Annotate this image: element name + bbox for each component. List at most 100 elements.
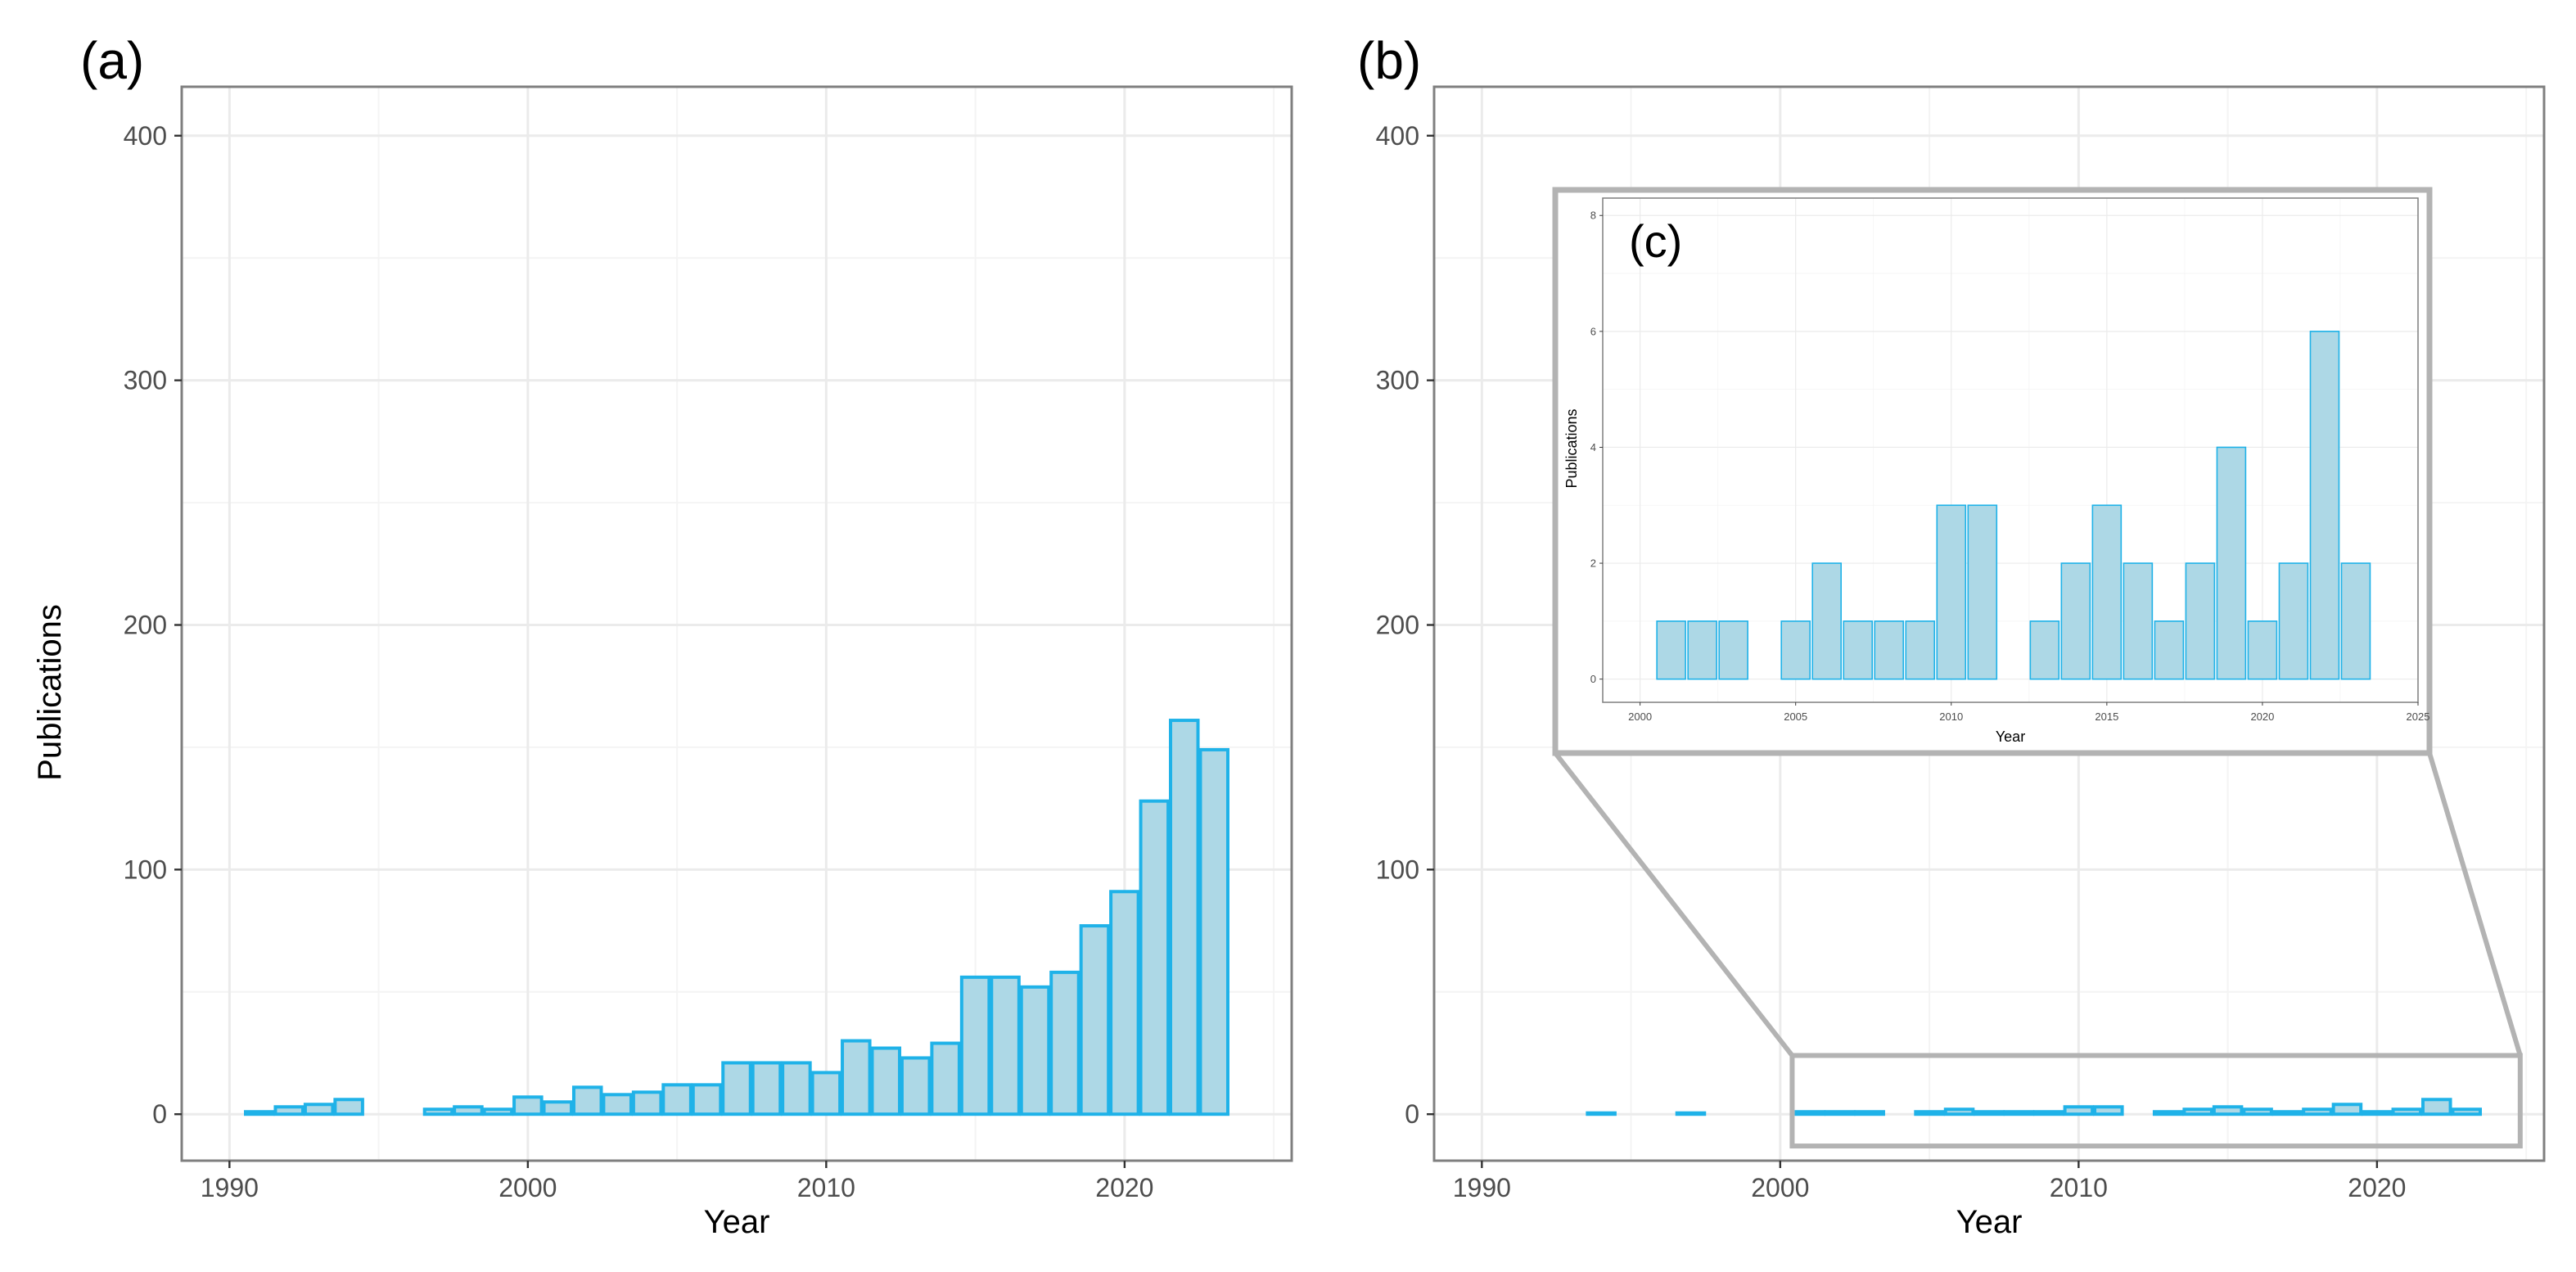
bar-a-2019 — [1079, 924, 1111, 1116]
y-tick-label: 400 — [124, 121, 167, 151]
bar-a-2017 — [1019, 985, 1051, 1116]
bar-a-1999 — [482, 1107, 514, 1116]
bar-c-2001 — [1656, 620, 1686, 680]
bar-a-2003 — [602, 1093, 633, 1116]
bar-c-2016 — [2123, 562, 2154, 680]
x-tick-label: 2020 — [2348, 1173, 2406, 1202]
bar-a-1991 — [244, 1110, 275, 1116]
bar-b-2023 — [2451, 1107, 2482, 1116]
x-tick-label: 2005 — [1784, 710, 1807, 723]
bar-c-2005 — [1780, 620, 1811, 680]
bar-b-2011 — [2093, 1105, 2124, 1116]
panel-a-x-axis-title: Year — [704, 1204, 770, 1240]
bar-b-2009 — [2033, 1110, 2064, 1116]
bar-a-1994 — [333, 1098, 364, 1116]
bar-b-2021 — [2391, 1107, 2423, 1116]
y-tick-label: 100 — [124, 855, 167, 884]
bar-a-2002 — [571, 1085, 603, 1116]
inset-minor-gridlines — [1603, 198, 2418, 702]
bar-b-2019 — [2331, 1103, 2363, 1116]
panel-b-border — [1432, 85, 2546, 1162]
panel-b-x-axis-title: Year — [1956, 1204, 2023, 1240]
y-tick-label: 2 — [1590, 557, 1596, 570]
bar-b-2005 — [1914, 1110, 1945, 1116]
bar-b-1997 — [1675, 1111, 1707, 1116]
inset-panel-label: (c) — [1629, 215, 1682, 267]
bar-b-2017 — [2271, 1110, 2303, 1116]
bar-c-2006 — [1811, 562, 1842, 680]
bar-c-2010 — [1936, 504, 1967, 680]
bar-a-2013 — [900, 1056, 932, 1116]
zoom-connector-right — [2427, 752, 2523, 1057]
panel-b-bars — [1586, 1098, 2482, 1116]
y-tick-label: 0 — [1590, 673, 1596, 685]
inset-bars — [1656, 331, 2371, 680]
zoom-region-box — [1789, 1053, 2523, 1149]
bar-b-2006 — [1943, 1107, 1975, 1116]
panel-a-y-ticks: 0 100 200 300 400 — [124, 121, 182, 1129]
bar-a-2023 — [1198, 747, 1229, 1116]
panel-a-x-ticks: 1990 2000 2010 2020 — [201, 1161, 1153, 1202]
bar-a-2022 — [1169, 719, 1200, 1116]
bar-a-2009 — [781, 1061, 812, 1116]
x-tick-label: 2000 — [1751, 1173, 1809, 1202]
y-tick-label: 0 — [152, 1099, 167, 1129]
bar-a-2020 — [1109, 890, 1140, 1116]
bar-b-2018 — [2302, 1107, 2333, 1116]
inset-x-axis-title: Year — [1996, 728, 2025, 745]
bar-b-2016 — [2242, 1107, 2273, 1116]
y-tick-label: 4 — [1590, 441, 1596, 453]
bar-a-1998 — [453, 1105, 484, 1116]
bar-a-1992 — [273, 1105, 305, 1116]
bar-a-2004 — [631, 1090, 663, 1116]
x-tick-label: 1990 — [201, 1173, 259, 1202]
x-tick-label: 2010 — [797, 1173, 855, 1202]
x-tick-label: 2020 — [2250, 710, 2274, 723]
bar-a-2012 — [870, 1046, 902, 1116]
x-tick-label: 2025 — [2407, 710, 2430, 723]
bar-c-2015 — [2091, 504, 2123, 680]
y-tick-label: 200 — [124, 610, 167, 639]
bar-b-2013 — [2152, 1110, 2184, 1116]
bar-c-2020 — [2247, 620, 2278, 680]
bar-b-2002 — [1824, 1110, 1856, 1116]
bar-a-1993 — [303, 1103, 335, 1116]
panel-b-x-ticks: 1990 2000 2010 2020 — [1453, 1161, 2406, 1202]
bar-b-2020 — [2362, 1110, 2393, 1116]
panel-a-major-gridlines — [182, 87, 1292, 1161]
bar-a-2018 — [1049, 970, 1080, 1116]
bar-b-2010 — [2063, 1105, 2095, 1116]
x-tick-label: 2010 — [2050, 1173, 2108, 1202]
bar-a-2000 — [512, 1095, 544, 1116]
inset-x-ticks: 2000 2005 2010 2015 2020 2025 — [1628, 702, 2429, 723]
inset-y-axis-title: Publications — [1563, 408, 1580, 488]
y-tick-label: 6 — [1590, 325, 1596, 337]
bar-a-2007 — [721, 1061, 752, 1116]
bar-b-2003 — [1854, 1110, 1885, 1116]
bar-b-2007 — [1974, 1110, 2005, 1116]
panel-b-label: (b) — [1357, 31, 1421, 90]
bar-c-2023 — [2340, 562, 2371, 680]
panel-a-y-axis-title: Publications — [32, 604, 68, 781]
x-tick-label: 2000 — [1628, 710, 1652, 723]
bar-c-2018 — [2185, 562, 2216, 680]
bar-c-2002 — [1687, 620, 1717, 680]
y-tick-label: 300 — [124, 366, 167, 395]
inset-y-ticks: 0 2 4 6 8 — [1590, 210, 1603, 685]
bar-a-2006 — [691, 1083, 723, 1116]
y-tick-label: 0 — [1405, 1099, 1419, 1129]
x-tick-label: 2015 — [2095, 710, 2118, 723]
y-tick-label: 100 — [1376, 855, 1419, 884]
y-tick-label: 300 — [1376, 366, 1419, 395]
bar-c-2017 — [2154, 620, 2185, 680]
bar-b-2022 — [2421, 1098, 2452, 1116]
bar-a-2014 — [930, 1041, 961, 1116]
panel-a-bars — [244, 719, 1229, 1116]
bar-c-2009 — [1905, 620, 1936, 680]
panel-a-label: (a) — [80, 31, 144, 90]
x-tick-label: 2020 — [1095, 1173, 1153, 1202]
zoom-connector — [1553, 751, 2523, 1058]
y-tick-label: 400 — [1376, 121, 1419, 151]
